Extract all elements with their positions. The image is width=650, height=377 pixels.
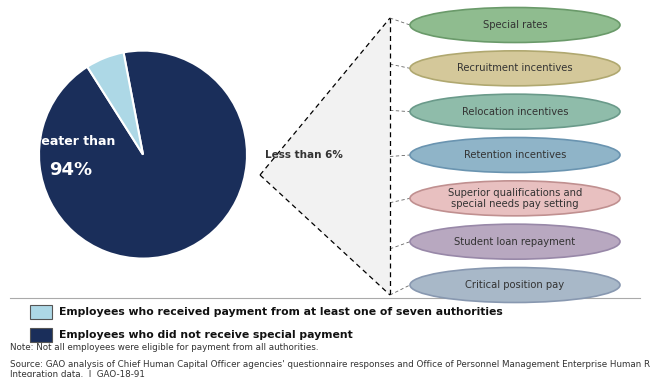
Wedge shape xyxy=(39,51,247,259)
Text: Special rates: Special rates xyxy=(483,20,547,30)
Ellipse shape xyxy=(410,94,620,129)
Text: Retention incentives: Retention incentives xyxy=(464,150,566,160)
Ellipse shape xyxy=(410,181,620,216)
Text: 94%: 94% xyxy=(49,161,92,179)
Text: Source: GAO analysis of Chief Human Capital Officer agencies' questionnaire resp: Source: GAO analysis of Chief Human Capi… xyxy=(10,360,650,377)
Text: Student loan repayment: Student loan repayment xyxy=(454,237,575,247)
Polygon shape xyxy=(260,18,390,295)
Text: Less than 6%: Less than 6% xyxy=(265,150,343,159)
Text: Note: Not all employees were eligible for payment from all authorities.: Note: Not all employees were eligible fo… xyxy=(10,342,318,351)
Text: Critical position pay: Critical position pay xyxy=(465,280,565,290)
Text: Greater than: Greater than xyxy=(25,135,116,148)
Ellipse shape xyxy=(410,51,620,86)
Ellipse shape xyxy=(410,268,620,302)
Text: Superior qualifications and
special needs pay setting: Superior qualifications and special need… xyxy=(448,187,582,209)
Ellipse shape xyxy=(410,138,620,173)
Text: Employees who received payment from at least one of seven authorities: Employees who received payment from at l… xyxy=(59,307,502,317)
Ellipse shape xyxy=(410,224,620,259)
Bar xyxy=(30,328,52,342)
Text: Recruitment incentives: Recruitment incentives xyxy=(457,63,573,74)
Wedge shape xyxy=(87,52,143,155)
Ellipse shape xyxy=(410,8,620,43)
Text: Relocation incentives: Relocation incentives xyxy=(462,107,568,116)
Text: Employees who did not receive special payment: Employees who did not receive special pa… xyxy=(59,330,353,340)
Bar xyxy=(30,305,52,319)
